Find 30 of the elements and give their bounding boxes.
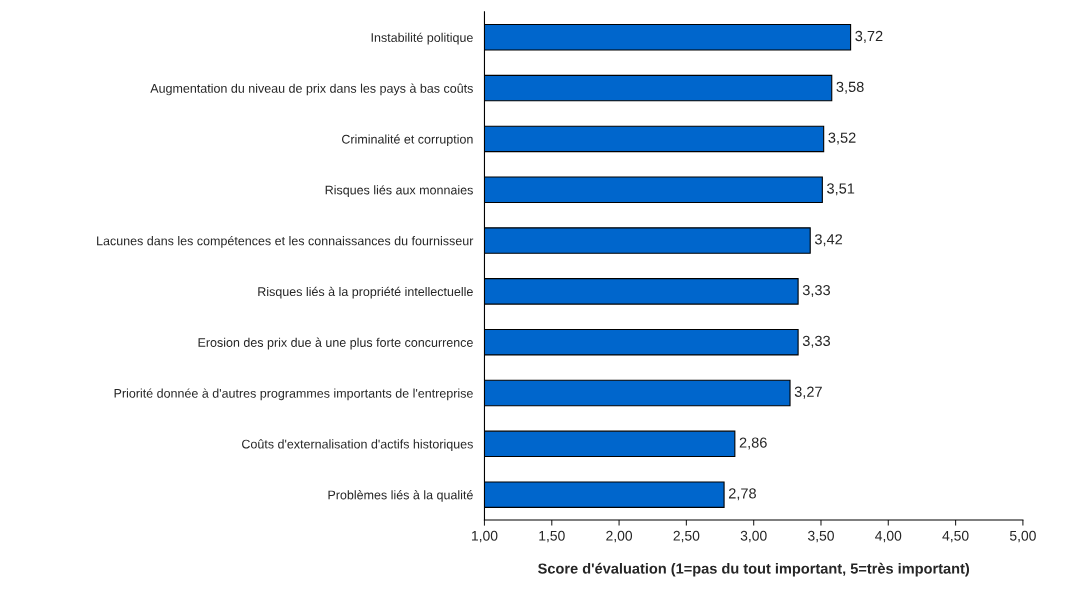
data-label: 3,33 <box>802 284 831 298</box>
data-label: 3,72 <box>855 30 883 43</box>
x-tick-label: 3,50 <box>808 530 834 543</box>
x-tick-label: 2,50 <box>673 530 700 543</box>
x-tick-label: 1,00 <box>472 530 498 543</box>
data-label: 3,33 <box>802 335 831 348</box>
y-tick-label: Criminalité et corruption <box>342 134 473 147</box>
y-tick-label: Erosion des prix due à une plus forte concurrence <box>198 337 473 350</box>
y-tick-label: Risques liés aux monnaies <box>325 185 473 197</box>
data-label: 3,27 <box>794 386 822 399</box>
y-tick-label: Problèmes liés à la qualité <box>328 490 473 502</box>
data-label: 3,42 <box>814 234 843 247</box>
x-tick-label: 5,00 <box>1009 530 1036 543</box>
data-label: 3,58 <box>836 81 864 94</box>
data-label: 2,78 <box>728 488 756 501</box>
data-label: 3,51 <box>827 183 855 196</box>
x-axis-title: Score d'évaluation (1=pas du tout important, 5=très important) <box>538 562 970 577</box>
x-tick-label: 1,50 <box>539 530 565 543</box>
x-tick-label: 4,50 <box>942 530 969 543</box>
y-tick-label: Coûts d'externalisation d'actifs historiques <box>242 439 473 451</box>
y-tick-label: Risques liés à la propriété intellectuelle <box>258 286 473 299</box>
data-label: 3,52 <box>828 132 856 145</box>
x-tick-label: 4,00 <box>875 530 902 543</box>
y-tick-label: Augmentation du niveau de prix dans les pays à bas coûts <box>150 83 473 96</box>
x-tick-label: 3,00 <box>740 530 767 543</box>
x-tick-label: 2,00 <box>606 530 633 543</box>
y-tick-label: Lacunes dans les compétences et les connaissances du fournisseur <box>97 235 474 248</box>
y-tick-label: Instabilité politique <box>371 32 473 45</box>
data-label: 2,86 <box>739 437 767 450</box>
y-tick-label: Priorité donnée à d'autres programmes importants de l'entreprise <box>114 388 473 401</box>
